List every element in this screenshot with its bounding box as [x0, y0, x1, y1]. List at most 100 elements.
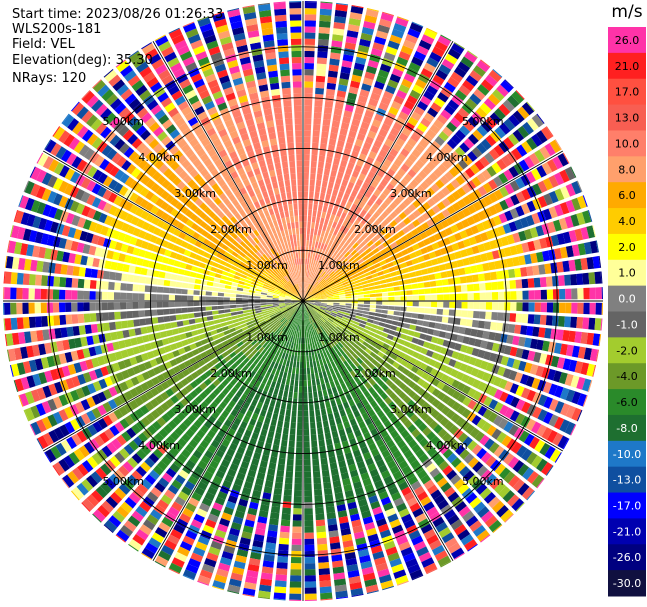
range-gate: [401, 188, 411, 197]
range-gate: [343, 148, 352, 156]
range-gate: [270, 360, 276, 368]
range-gate: [485, 362, 495, 373]
range-gate: [388, 366, 397, 374]
range-gate: [304, 312, 307, 320]
range-gate: [284, 327, 289, 334]
range-gate: [272, 413, 279, 421]
range-gate: [532, 326, 540, 337]
range-gate: [291, 538, 302, 546]
range-gate: [183, 569, 197, 580]
range-gate: [336, 504, 347, 512]
range-gate: [365, 275, 373, 280]
range-gate: [225, 374, 234, 383]
range-gate: [304, 544, 315, 552]
range-gate: [552, 302, 560, 313]
range-gate: [333, 183, 340, 191]
range-gate: [233, 417, 242, 426]
range-gate: [400, 296, 407, 301]
range-gate: [283, 489, 292, 496]
range-gate: [460, 310, 468, 318]
range-gate: [325, 343, 331, 350]
range-gate: [439, 417, 450, 427]
range-gate: [428, 172, 439, 182]
range-gate: [34, 316, 42, 328]
range-gate: [333, 258, 340, 265]
range-gate: [348, 246, 355, 254]
range-gate: [180, 295, 188, 301]
range-gate: [477, 381, 487, 392]
range-gate: [588, 272, 596, 285]
range-gate: [212, 387, 221, 396]
range-gate: [526, 266, 534, 277]
range-gate: [313, 306, 320, 310]
range-gate: [253, 365, 260, 373]
range-gate: [434, 272, 442, 280]
range-gate: [531, 421, 542, 434]
range-gate: [283, 421, 290, 429]
range-gate: [384, 396, 393, 405]
range-gate: [316, 57, 328, 65]
range-gate: [355, 350, 362, 357]
range-gate: [412, 84, 424, 95]
range-gate: [225, 316, 233, 322]
range-gate: [422, 253, 431, 261]
range-gate: [433, 494, 446, 505]
range-gate: [407, 153, 418, 163]
range-gate: [285, 334, 290, 341]
range-gate: [413, 331, 421, 338]
range-gate: [201, 321, 209, 328]
range-gate: [470, 265, 478, 274]
range-gate: [450, 224, 459, 234]
range-gate: [164, 272, 172, 280]
range-gate: [321, 383, 327, 391]
range-gate: [282, 359, 287, 366]
range-gate: [358, 274, 366, 279]
range-gate: [352, 211, 359, 219]
range-gate: [476, 125, 488, 137]
range-gate: [407, 475, 419, 486]
range-gate: [368, 331, 376, 337]
range-gate: [412, 219, 421, 228]
range-gate: [311, 440, 318, 448]
range-gate: [526, 101, 535, 112]
range-gate: [128, 328, 136, 337]
range-gate: [357, 230, 364, 238]
range-gate: [364, 109, 375, 119]
range-gate: [337, 342, 344, 349]
range-gate: [311, 272, 316, 279]
range-gate: [483, 396, 493, 407]
range-gate: [197, 328, 205, 335]
range-gate: [258, 590, 271, 599]
range-gate: [444, 262, 453, 270]
range-gate: [392, 361, 400, 369]
range-gate: [115, 534, 126, 543]
range-gate: [253, 426, 261, 435]
range-gate: [171, 479, 183, 490]
range-gate: [78, 325, 86, 335]
range-gate: [415, 433, 425, 443]
range-gate: [163, 315, 171, 323]
range-gate: [314, 273, 319, 280]
range-gate: [325, 320, 332, 326]
range-gate: [28, 302, 35, 314]
range-gate: [549, 448, 562, 463]
range-gate: [95, 280, 103, 290]
range-gate: [476, 264, 484, 273]
range-gate: [409, 343, 417, 350]
range-gate: [305, 343, 308, 350]
range-gate: [317, 167, 324, 175]
range-gate: [358, 393, 366, 402]
range-gate: [337, 333, 344, 340]
range-gate: [349, 12, 363, 21]
range-gate: [502, 490, 515, 503]
range-gate: [438, 460, 449, 471]
range-gate: [308, 349, 312, 356]
range-gate: [304, 593, 317, 600]
range-gate: [430, 183, 440, 193]
range-gate: [291, 348, 296, 356]
range-gate: [242, 525, 254, 534]
range-gate: [314, 341, 318, 349]
range-gate: [554, 204, 564, 217]
range-gate: [395, 238, 404, 246]
range-gate: [420, 247, 429, 255]
